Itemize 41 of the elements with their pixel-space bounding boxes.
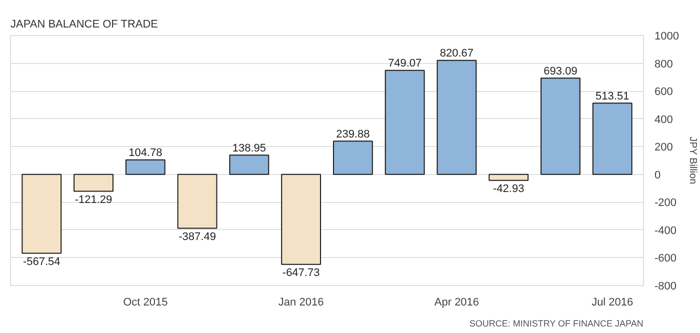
x-tick-label: Jan 2016 [278, 296, 324, 308]
y-tick-label: -200 [654, 197, 677, 210]
x-tick-label: Apr 2016 [434, 296, 480, 308]
bar [229, 154, 270, 175]
y-tick-label: -400 [654, 224, 677, 237]
bar [281, 174, 322, 265]
data-label: 749.07 [388, 58, 422, 70]
data-label: 820.67 [440, 48, 474, 60]
bar [436, 60, 477, 175]
y-tick-label: 1000 [654, 30, 679, 42]
bar [177, 174, 218, 229]
y-tick-label: -600 [654, 252, 677, 265]
x-tick-label: Oct 2015 [123, 296, 168, 308]
chart-title: JAPAN BALANCE OF TRADE [10, 18, 158, 30]
bar [384, 70, 425, 175]
bar [125, 159, 166, 175]
y-tick-label: 600 [654, 86, 673, 98]
y-tick-label: -800 [654, 280, 677, 292]
bar [74, 174, 114, 192]
data-label: -121.29 [74, 194, 112, 206]
y-axis-title: JPY Billion [686, 136, 698, 184]
data-label: 104.78 [128, 147, 162, 160]
bar [488, 174, 529, 181]
bar [22, 174, 62, 254]
data-label: -42.93 [493, 183, 524, 196]
bar [332, 140, 373, 175]
data-label: 693.09 [544, 65, 578, 78]
bar [540, 78, 580, 175]
data-label: -387.49 [178, 230, 216, 243]
y-tick-label: 800 [654, 58, 673, 70]
data-label: 138.95 [232, 142, 266, 154]
y-tick-label: 0 [654, 169, 661, 182]
data-label: -647.73 [282, 267, 320, 280]
data-label: 239.88 [336, 128, 370, 140]
x-tick-label: Jul 2016 [592, 296, 634, 308]
y-tick-label: 200 [654, 142, 673, 154]
data-label: -567.54 [22, 256, 60, 268]
y-tick-label: 400 [654, 114, 673, 126]
source-note: SOURCE: MINISTRY OF FINANCE JAPAN [469, 318, 644, 328]
bar [592, 102, 632, 175]
data-label: 513.51 [596, 90, 630, 102]
